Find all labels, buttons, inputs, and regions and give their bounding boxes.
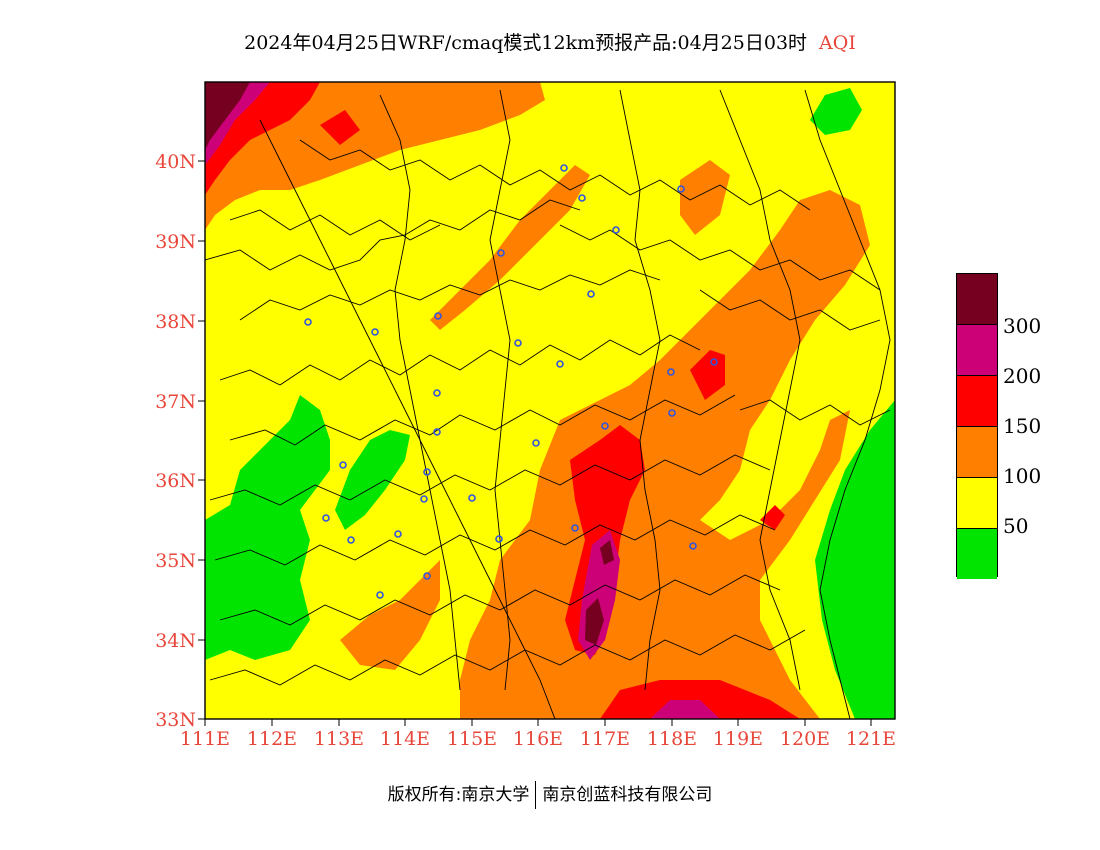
lon-label: 119E: [712, 728, 764, 750]
city-marker: [710, 358, 718, 366]
title-text: 2024年04月25日WRF/cmaq模式12km预报产品:04月25日03时: [244, 32, 808, 54]
city-marker: [689, 542, 697, 550]
aqi-zone-green-ne: [810, 88, 862, 135]
aqi-zone-maroon-center: [585, 598, 604, 645]
city-marker: [612, 226, 620, 234]
aqi-zone-orange-sw: [340, 560, 440, 670]
aqi-legend: [956, 273, 998, 579]
legend-label: 100: [1003, 464, 1042, 488]
lon-label: 112E: [246, 728, 298, 750]
lon-label: 116E: [512, 728, 564, 750]
city-marker: [497, 249, 505, 257]
lat-label: 39N: [155, 231, 196, 253]
city-marker: [423, 468, 431, 476]
city-marker: [667, 368, 675, 376]
lat-label: 40N: [155, 151, 196, 173]
aqi-zone-maroon-center2: [600, 540, 614, 565]
copyright-left: 版权所有:南京大学: [387, 785, 530, 805]
legend-label: 200: [1003, 364, 1042, 388]
city-marker: [433, 389, 441, 397]
legend-swatch: [957, 325, 997, 376]
map-title: 2024年04月25日WRF/cmaq模式12km预报产品:04月25日03时 A…: [0, 28, 1100, 55]
aqi-zone-orange-mid: [430, 165, 590, 330]
admin-borders: [205, 89, 891, 719]
aqi-zone-maroon-nw: [205, 82, 250, 150]
copyright-divider: [535, 781, 537, 809]
lon-label: 114E: [379, 728, 431, 750]
lon-label: 118E: [646, 728, 698, 750]
city-marker: [322, 514, 330, 522]
aqi-zone-orange-ne: [680, 160, 730, 235]
city-marker: [677, 185, 685, 193]
city-marker: [434, 312, 442, 320]
lon-label: 111E: [179, 728, 231, 750]
legend-label: 150: [1003, 414, 1042, 438]
legend-swatch: [957, 274, 997, 325]
city-marker: [371, 328, 379, 336]
city-marker: [376, 591, 384, 599]
city-marker: [668, 409, 676, 417]
city-marker: [587, 290, 595, 298]
city-marker: [601, 422, 609, 430]
axis-ticks: [198, 160, 872, 726]
city-marker: [495, 535, 503, 543]
aqi-zone-red-se: [760, 505, 785, 530]
copyright: 版权所有:南京大学 南京创蓝科技有限公司: [0, 780, 1100, 809]
city-marker: [339, 461, 347, 469]
legend-swatch: [957, 478, 997, 529]
city-marker: [560, 164, 568, 172]
city-marker: [420, 495, 428, 503]
city-marker: [468, 494, 476, 502]
aqi-zone-green-east: [815, 400, 895, 719]
lat-label: 35N: [155, 550, 196, 572]
lon-label: 120E: [779, 728, 831, 750]
aqi-zone-red-south: [600, 680, 800, 719]
city-marker: [532, 439, 540, 447]
city-marker: [423, 572, 431, 580]
lon-label: 117E: [579, 728, 631, 750]
legend-label: 50: [1003, 514, 1029, 538]
lon-label: 115E: [446, 728, 498, 750]
legend-swatch: [957, 529, 997, 579]
city-markers: [304, 164, 718, 599]
lat-label: 37N: [155, 391, 196, 413]
lon-label: 121E: [845, 728, 897, 750]
city-marker: [578, 194, 586, 202]
aqi-zone-green-west2: [335, 430, 410, 530]
aqi-zone-green-west: [205, 395, 330, 660]
legend-swatch: [957, 376, 997, 427]
aqi-label: AQI: [819, 32, 856, 54]
aqi-zone-orange-center: [460, 190, 870, 719]
city-marker: [394, 530, 402, 538]
lat-label: 33N: [155, 709, 196, 731]
lon-label: 113E: [313, 728, 365, 750]
lat-label: 38N: [155, 311, 196, 333]
aqi-zone-red-n2: [320, 110, 360, 145]
city-marker: [347, 536, 355, 544]
copyright-right: 南京创蓝科技有限公司: [542, 785, 713, 805]
legend-swatch: [957, 427, 997, 478]
city-marker: [514, 339, 522, 347]
city-marker: [556, 360, 564, 368]
city-marker: [304, 318, 312, 326]
aqi-zone-magenta-south: [650, 700, 720, 719]
lat-label: 36N: [155, 470, 196, 492]
legend-label: 300: [1003, 314, 1042, 338]
lat-label: 34N: [155, 630, 196, 652]
city-marker: [571, 524, 579, 532]
city-marker: [433, 428, 441, 436]
